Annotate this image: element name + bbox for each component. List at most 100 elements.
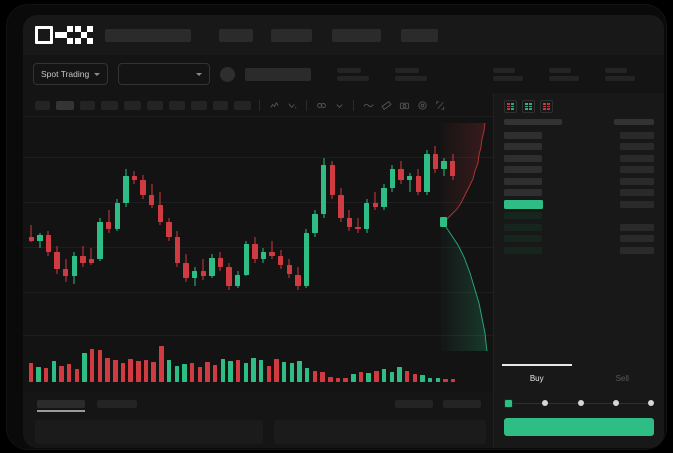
- order-book-bid-row[interactable]: [504, 223, 654, 231]
- price-chart-area[interactable]: [23, 117, 493, 392]
- market-stat-label: [337, 67, 362, 73]
- step-dot-1[interactable]: [504, 398, 513, 408]
- timeframe-button[interactable]: [213, 101, 228, 110]
- market-stat-value: [395, 75, 428, 81]
- nav-item[interactable]: [105, 28, 191, 42]
- volume-bar: [420, 374, 425, 382]
- order-book-ask-row[interactable]: [504, 143, 654, 151]
- order-book-price: [504, 154, 542, 162]
- nav-item[interactable]: [401, 28, 438, 42]
- nav-item[interactable]: [271, 28, 312, 42]
- candlestick: [260, 117, 267, 322]
- volume-bar: [297, 361, 302, 382]
- timeframe-button[interactable]: [147, 101, 163, 110]
- step-dot-2[interactable]: [542, 400, 549, 406]
- order-book-panel: Buy Sell: [493, 93, 664, 392]
- timeframe-button[interactable]: [80, 101, 95, 110]
- volume-bar: [120, 363, 126, 382]
- order-book-bid-row[interactable]: [504, 212, 654, 220]
- volume-bar: [251, 358, 256, 382]
- orders-card[interactable]: [274, 420, 486, 444]
- volume-bar: [328, 376, 333, 382]
- volume-bar: [74, 368, 80, 382]
- step-dot-3[interactable]: [577, 400, 584, 406]
- volume-bar: [397, 367, 402, 382]
- nav-item[interactable]: [219, 28, 253, 42]
- indicator-icon[interactable]: [286, 100, 298, 112]
- order-book-bid-row[interactable]: [504, 246, 654, 254]
- order-book-price: [504, 166, 542, 173]
- volume-bar: [136, 361, 141, 382]
- timeframe-button[interactable]: [169, 101, 185, 110]
- candlestick: [37, 117, 43, 322]
- compare-icon[interactable]: [315, 100, 327, 112]
- both-sides-icon[interactable]: [504, 100, 517, 113]
- volume-bar: [243, 363, 249, 382]
- order-book-price: [504, 177, 542, 185]
- primary-cta-button[interactable]: [504, 418, 654, 436]
- logo-letter-k: [55, 26, 73, 44]
- orders-card[interactable]: [35, 420, 263, 444]
- candlestick: [106, 117, 112, 322]
- timeframe-button[interactable]: [124, 101, 141, 110]
- volume-bar: [43, 367, 49, 382]
- camera-icon[interactable]: [398, 100, 410, 112]
- fullscreen-icon[interactable]: [434, 100, 446, 112]
- volume-bar: [143, 360, 149, 382]
- timeframe-button[interactable]: [35, 101, 50, 110]
- candlestick: [398, 117, 404, 322]
- settings-icon[interactable]: [416, 100, 428, 112]
- market-stat-value: [493, 75, 524, 81]
- volume-bar: [235, 360, 241, 382]
- bids-only-icon[interactable]: [522, 100, 535, 113]
- tab-buy[interactable]: Buy: [494, 364, 580, 392]
- market-stat: [605, 67, 636, 81]
- order-book-ask-row[interactable]: [504, 154, 654, 162]
- nav-item[interactable]: [332, 28, 381, 42]
- candlestick: [217, 117, 224, 322]
- okx-logo[interactable]: [35, 26, 93, 44]
- market-stat-label: [493, 67, 516, 73]
- order-book-price: [504, 131, 542, 139]
- asks-only-icon[interactable]: [540, 100, 553, 113]
- chevron-down-icon: [94, 72, 101, 76]
- market-stat-value: [337, 75, 370, 81]
- order-book-size: [620, 131, 654, 139]
- market-type-selector[interactable]: Spot Trading: [33, 63, 109, 85]
- order-book-ask-row[interactable]: [504, 189, 654, 197]
- candlestick: [45, 117, 52, 322]
- timeframe-button[interactable]: [56, 101, 74, 110]
- step-dot-4[interactable]: [612, 400, 619, 406]
- candlestick: [71, 117, 77, 322]
- order-book-bid-row[interactable]: [504, 235, 654, 243]
- orders-action-button[interactable]: [395, 400, 433, 408]
- volume-bar: [312, 370, 318, 382]
- depth-chart-overlay: [437, 117, 493, 357]
- ruler-icon[interactable]: [380, 100, 392, 112]
- volume-bar: [358, 372, 364, 382]
- candlestick: [389, 117, 396, 322]
- timeframe-button[interactable]: [101, 101, 118, 110]
- candlestick: [407, 117, 413, 322]
- volume-bar: [97, 349, 103, 382]
- timeframe-button[interactable]: [191, 101, 207, 110]
- volume-bar: [381, 369, 387, 382]
- candlestick: [28, 117, 34, 322]
- candlestick-chart-icon[interactable]: [268, 100, 280, 112]
- volume-bar: [443, 379, 448, 382]
- timeframe-button[interactable]: [234, 101, 251, 110]
- step-dot-5[interactable]: [648, 400, 654, 406]
- tab-sell[interactable]: Sell: [615, 373, 629, 383]
- orders-tab[interactable]: [97, 400, 137, 408]
- order-book-ask-row[interactable]: [504, 131, 654, 139]
- volume-bar: [412, 373, 417, 382]
- orders-tab[interactable]: [37, 400, 85, 408]
- alert-icon[interactable]: [333, 100, 345, 112]
- candlestick: [200, 117, 206, 322]
- onboarding-stepper-panel: [493, 392, 664, 448]
- order-book-ask-row[interactable]: [504, 177, 654, 185]
- orders-action-button[interactable]: [443, 400, 481, 408]
- trading-pair-selector[interactable]: [118, 63, 211, 85]
- line-chart-icon[interactable]: [362, 100, 374, 112]
- order-book-ask-row[interactable]: [504, 166, 654, 174]
